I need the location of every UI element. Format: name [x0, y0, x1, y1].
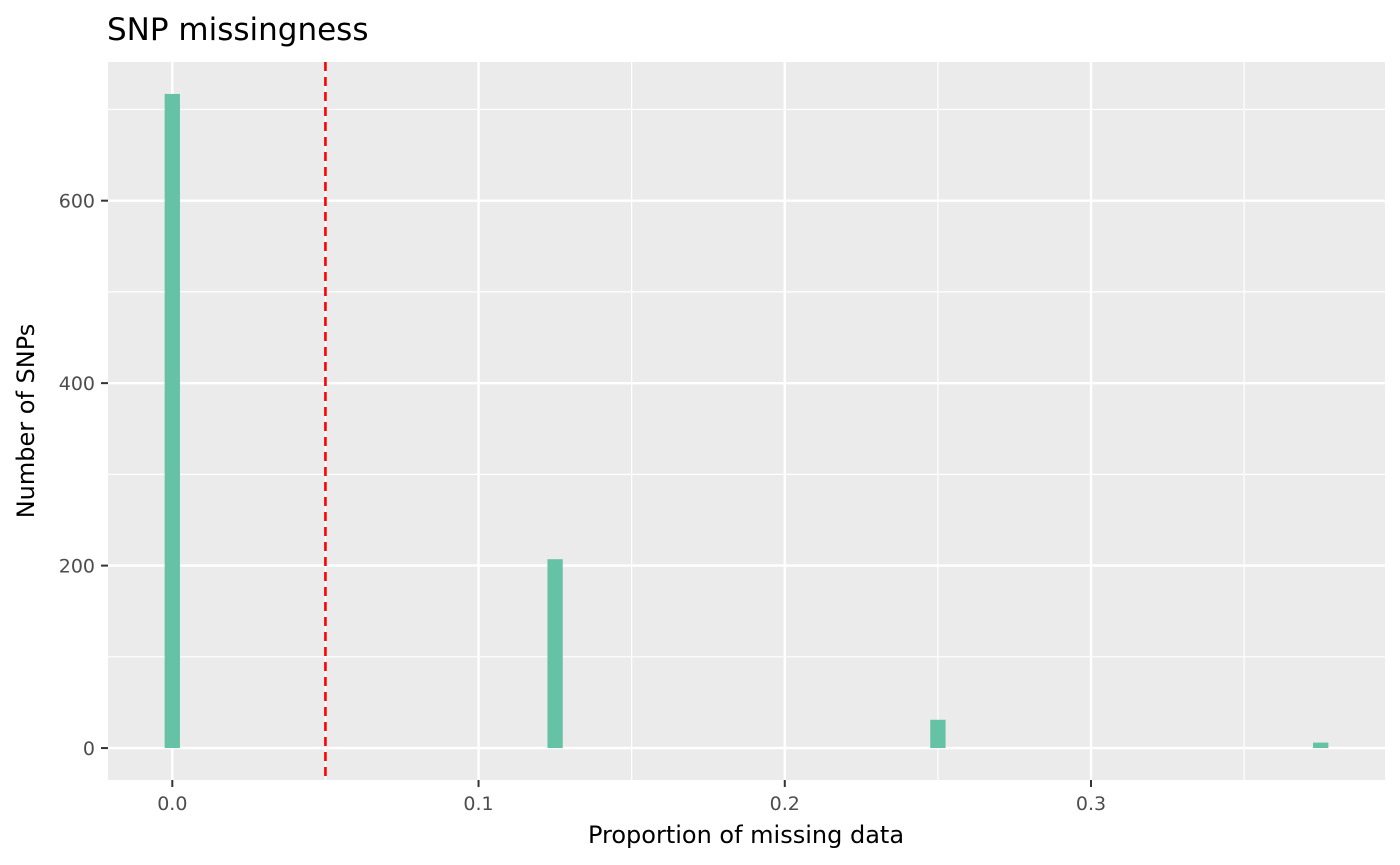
x-axis-title: Proportion of missing data — [588, 821, 904, 849]
x-tick-label: 0.1 — [463, 793, 493, 815]
histogram-bars — [164, 93, 1329, 749]
y-tick-label: 600 — [59, 191, 95, 213]
y-tick-label: 0 — [83, 738, 95, 760]
major-gridlines — [108, 62, 1385, 780]
x-tick-label: 0.3 — [1076, 793, 1106, 815]
y-axis-title: Number of SNPs — [12, 324, 40, 519]
histogram-bar — [547, 559, 563, 749]
histogram-bar — [930, 719, 946, 749]
histogram-bar — [164, 93, 180, 749]
x-tick-label: 0.2 — [770, 793, 800, 815]
x-axis: 0.0 0.1 0.2 0.3 — [157, 780, 1106, 815]
x-tick-label: 0.0 — [157, 793, 187, 815]
y-tick-label: 400 — [59, 373, 95, 395]
minor-gridlines — [108, 62, 1385, 780]
histogram-bar — [1313, 742, 1329, 749]
y-axis: 0 200 400 600 — [59, 191, 108, 760]
y-tick-label: 200 — [59, 556, 95, 578]
plot-panel — [108, 62, 1385, 780]
chart-title: SNP missingness — [107, 12, 369, 48]
